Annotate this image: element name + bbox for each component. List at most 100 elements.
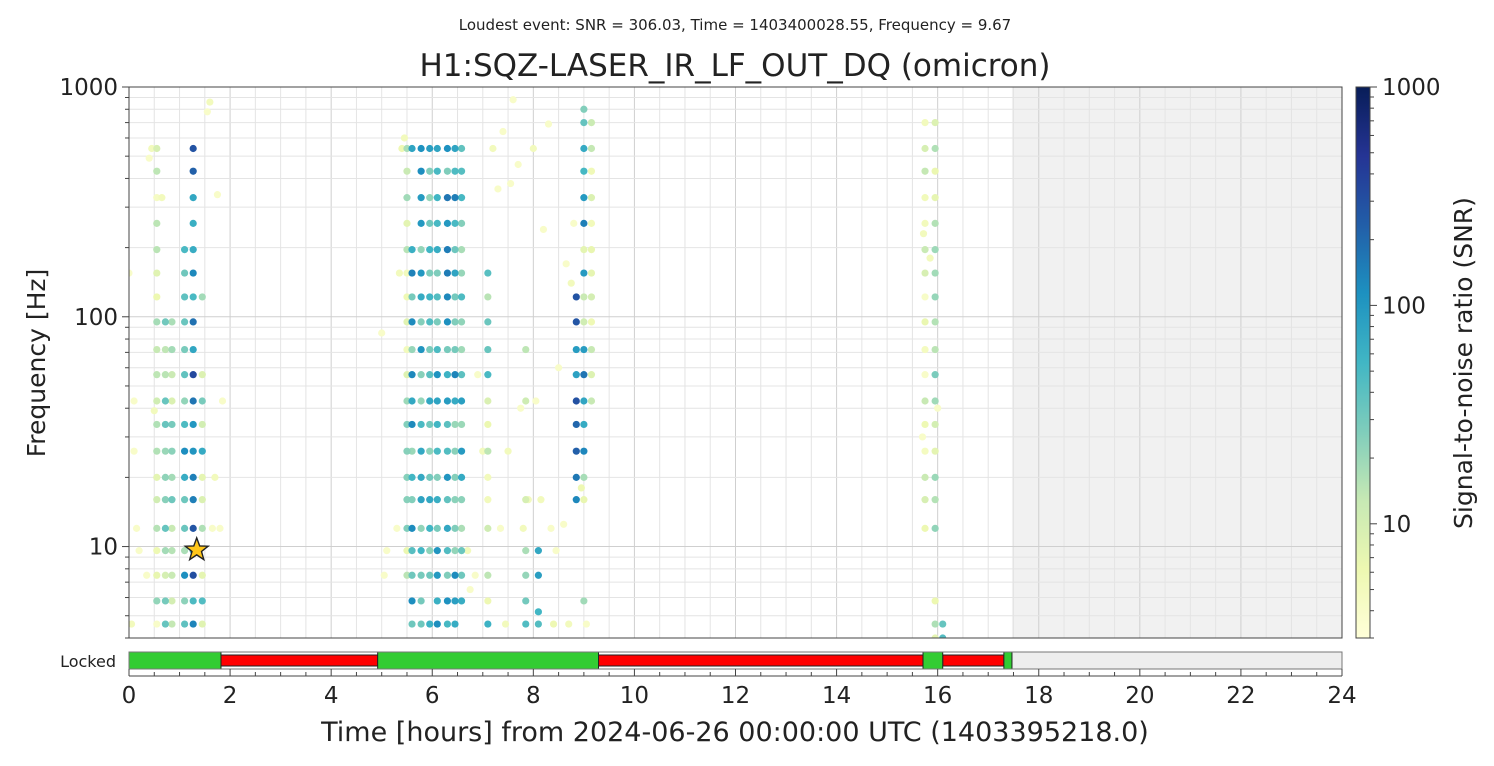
segment-on [377,651,600,670]
segment-on [1003,651,1013,670]
y-tick-label: 10 [89,535,118,561]
trigger-point [451,524,459,532]
trigger-point [161,473,169,481]
trigger-point [433,345,441,354]
trigger-point [572,473,580,481]
trigger-point [206,98,214,106]
trigger-point [417,371,425,379]
trigger-point [931,420,939,429]
trigger-point [408,397,416,405]
trigger-point [484,420,492,429]
trigger-point [580,371,588,379]
trigger-point [457,571,466,579]
no-data-region [1011,87,1342,638]
trigger-point [572,318,580,326]
trigger-point [451,620,459,628]
trigger-point [522,547,530,555]
trigger-point [153,447,161,455]
trigger-point [931,597,939,605]
x-tick-label: 10 [620,683,649,709]
trigger-point [587,219,596,227]
trigger-point [555,364,563,372]
trigger-point [443,420,452,429]
trigger-point [484,345,492,354]
trigger-point [408,447,416,455]
trigger-point [408,318,416,326]
trigger-point [484,620,492,628]
trigger-point [433,620,441,628]
trigger-point [921,144,929,153]
trigger-point [457,144,466,153]
trigger-point [451,597,459,605]
trigger-point [417,420,425,429]
trigger-point [189,371,197,379]
trigger-point [129,620,136,628]
trigger-point [514,160,522,169]
trigger-point [130,447,138,455]
trigger-point [580,167,588,175]
trigger-point [580,496,588,504]
trigger-point [158,194,166,202]
trigger-point [180,496,189,504]
trigger-point [451,496,459,504]
trigger-point [433,318,441,326]
trigger-point [931,144,939,153]
trigger-point [426,397,434,405]
trigger-point [161,447,169,455]
x-tick-label: 4 [324,683,339,709]
trigger-point [189,597,197,605]
colorbar-tick-label: 1000 [1382,75,1441,101]
trigger-point [484,371,492,379]
trigger-point [417,269,425,277]
trigger-point [921,524,929,532]
trigger-point [153,293,161,301]
trigger-point [426,318,434,326]
trigger-point [549,620,558,628]
trigger-point [408,371,416,379]
trigger-point [522,620,530,628]
trigger-point [153,246,161,254]
trigger-point [587,293,596,301]
trigger-point [153,620,161,628]
trigger-point [587,167,596,175]
trigger-point [168,447,176,455]
trigger-point [198,447,206,455]
trigger-point [457,420,466,429]
trigger-point [443,318,452,326]
trigger-point [580,420,588,429]
trigger-point [501,620,510,628]
trigger-point [433,194,441,202]
trigger-point [921,473,929,481]
trigger-point [587,246,596,254]
trigger-point [189,524,197,532]
trigger-point [408,345,416,354]
trigger-point [457,318,466,326]
trigger-point [451,571,459,579]
trigger-point [180,597,189,605]
trigger-point [153,371,161,379]
trigger-point [451,420,459,429]
trigger-point [417,473,425,481]
x-axis: 0 2 4 6 8 10 12 14 16 18 20 22 24 [122,669,1357,709]
trigger-point [587,194,596,202]
trigger-point [433,246,441,254]
trigger-point [426,420,434,429]
trigger-point [587,397,596,405]
trigger-point [474,371,482,379]
trigger-point [489,144,497,153]
trigger-point [417,167,425,175]
trigger-point [203,108,211,116]
trigger-point [168,620,176,628]
trigger-point [918,433,927,441]
trigger-point [426,447,434,455]
trigger-point [135,547,143,555]
trigger-point [587,345,596,354]
trigger-point [398,144,406,153]
trigger-point [919,230,928,238]
trigger-point [921,420,929,429]
segment-unknown [1011,652,1342,669]
x-tick-label: 24 [1327,683,1356,709]
trigger-point [580,293,588,301]
trigger-point [499,127,507,136]
